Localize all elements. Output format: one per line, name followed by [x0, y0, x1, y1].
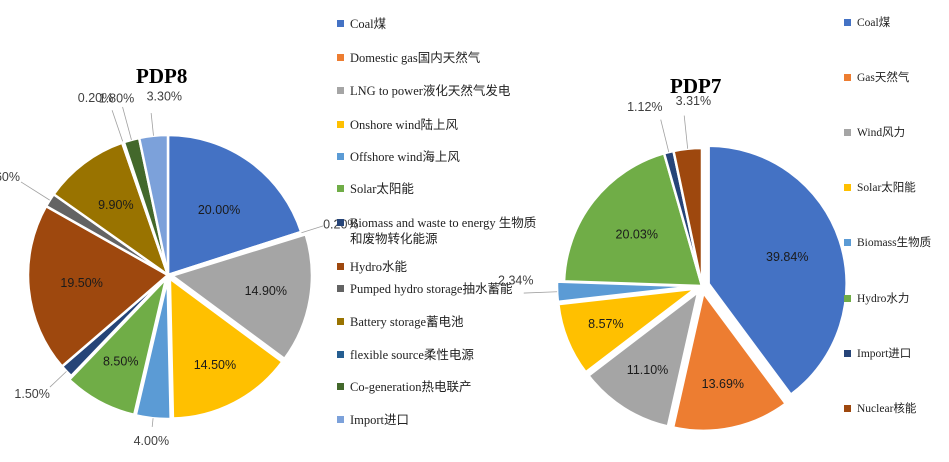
pdp8-legend-label-4: Offshore wind海上风 [350, 150, 460, 164]
pdp7-legend-swatch-5 [844, 295, 851, 302]
pdp8-data-label-3: 14.50% [194, 358, 236, 372]
pdp8-legend-label-7: Hydro水能 [350, 260, 407, 274]
pdp7-data-label-5: 20.03% [616, 227, 658, 241]
pdp8-slice-2 [169, 232, 314, 361]
pdp8-slice-7 [26, 204, 171, 369]
pdp7-data-label-3: 8.57% [588, 317, 623, 331]
pdp7-data-label-7: 3.31% [676, 94, 711, 108]
pdp8-data-label-8: 1.60% [0, 170, 20, 184]
pdp7-legend-label-2: Wind风力 [857, 127, 906, 139]
pdp8-legend-label-3: Onshore wind陆上风 [350, 118, 458, 132]
pdp8-leader-6 [49, 371, 67, 388]
pdp7-title: PDP7 [670, 74, 722, 98]
pdp8-slice-12 [137, 133, 170, 276]
pdp7-slice-1 [671, 289, 788, 433]
pdp8-legend-swatch-12 [337, 416, 344, 423]
pdp8-legend-swatch-8 [337, 285, 344, 292]
pdp7-legend-swatch-0 [844, 19, 851, 26]
pdp8-data-label-9: 9.90% [98, 198, 133, 212]
pdp7-data-label-1: 13.69% [702, 377, 744, 391]
pdp7-slice-0 [707, 144, 848, 397]
pdp7-legend-swatch-2 [844, 129, 851, 136]
pdp8-legend-swatch-0 [337, 20, 344, 27]
pdp8-legend-label-2: LNG to power液化天然气发电 [350, 84, 511, 98]
pdp8-legend-swatch-7 [337, 263, 344, 270]
pdp7-legend: Coal煤 Gas天然气 Wind风力 Solar太阳能 Biomass生物质 Hydro… [844, 0, 949, 462]
pdp8-legend-swatch-9 [337, 318, 344, 325]
pdp8-title: PDP8 [136, 64, 188, 88]
pdp8-legend-swatch-2 [337, 87, 344, 94]
pdp8-slice-5 [67, 274, 169, 417]
pdp8-legend-label-10: flexible source柔性电源 [350, 348, 474, 362]
pdp8-slice-0 [166, 133, 303, 277]
pdp8-data-label-2: 14.90% [245, 284, 287, 298]
pdp8-slice-3 [168, 276, 285, 420]
pdp7-data-label-2: 11.10% [627, 363, 668, 377]
pdp7-legend-label-5: Hydro水力 [857, 293, 910, 305]
pdp7-leader-7 [683, 115, 689, 149]
pdp7-legend-label-4: Biomass生物质 [857, 237, 932, 249]
pdp7-legend-swatch-7 [844, 405, 851, 412]
pdp8-leader-4 [151, 418, 154, 428]
pdp8-data-label-6: 1.50% [14, 387, 49, 401]
pdp8-legend-label-6: Biomass and waste to energy 生物质和废物转化能源 [350, 216, 537, 246]
pdp8-data-label-12: 3.30% [147, 89, 182, 103]
pdp8-data-label-10: 0.20% [78, 91, 113, 105]
pdp8-legend-swatch-10 [337, 351, 344, 358]
pdp7-leader-6 [660, 119, 670, 153]
pdp8-legend-label-1: Domestic gas国内天然气 [350, 51, 481, 65]
pdp8-data-label-0: 20.00% [198, 203, 240, 217]
pdp8-legend-swatch-4 [337, 153, 344, 160]
pdp8-legend-label-12: Import进口 [350, 413, 410, 427]
pdp7-legend-label-1: Gas天然气 [857, 72, 910, 84]
pdp8-legend-label-9: Battery storage蓄电池 [350, 315, 464, 329]
pdp8-legend-label-11: Co-generation热电联产 [350, 380, 472, 394]
pdp8-data-label-5: 8.50% [103, 355, 138, 369]
pdp8-legend: Coal煤 Domestic gas国内天然气 LNG to power液化天然气发… [337, 0, 557, 462]
pdp8-leader-8 [20, 181, 50, 201]
pdp7-slice-3 [557, 286, 700, 375]
pdp7-legend-label-7: Nuclear核能 [857, 403, 917, 415]
pdp8-legend-label-8: Pumped hydro storage抽水蓄能 [350, 282, 513, 296]
pdp8-legend-swatch-1 [337, 54, 344, 61]
pdp7-legend-swatch-3 [844, 184, 851, 191]
pdp7-data-label-6: 1.12% [627, 100, 662, 114]
pdp7-legend-label-0: Coal煤 [857, 17, 891, 29]
pdp8-leader-10 [111, 110, 124, 143]
pdp7-slice-7 [672, 146, 704, 287]
pdp8-leader-1 [301, 225, 324, 234]
pdp8-data-label-4: 4.00% [134, 434, 169, 448]
pdp8-slice-9 [51, 141, 171, 279]
pdp8-data-label-7: 19.50% [60, 276, 102, 290]
pdp8-legend-label-0: Coal煤 [350, 17, 387, 31]
pdp7-legend-swatch-1 [844, 74, 851, 81]
pdp8-legend-swatch-11 [337, 383, 344, 390]
pdp8-legend-swatch-6 [337, 219, 344, 226]
pdp8-legend-swatch-5 [337, 185, 344, 192]
pdp7-legend-swatch-4 [844, 239, 851, 246]
pdp8-leader-12 [150, 113, 154, 136]
pdp8-leader-11 [122, 106, 132, 140]
pdp7-slice-5 [562, 151, 704, 288]
pdp8-legend-swatch-3 [337, 121, 344, 128]
pdp7-leader-4 [523, 291, 558, 294]
pdp8-data-label-11: 1.80% [99, 92, 134, 106]
pdp7-slice-2 [586, 288, 701, 429]
pdp7-legend-swatch-6 [844, 350, 851, 357]
pdp7-legend-label-3: Solar太阳能 [857, 182, 916, 194]
pdp7-legend-label-6: Import进口 [857, 348, 912, 360]
pdp7-data-label-4: 2.34% [498, 274, 533, 288]
pdp8-legend-label-5: Solar太阳能 [350, 182, 414, 196]
pdp7-data-label-0: 39.84% [766, 250, 808, 264]
